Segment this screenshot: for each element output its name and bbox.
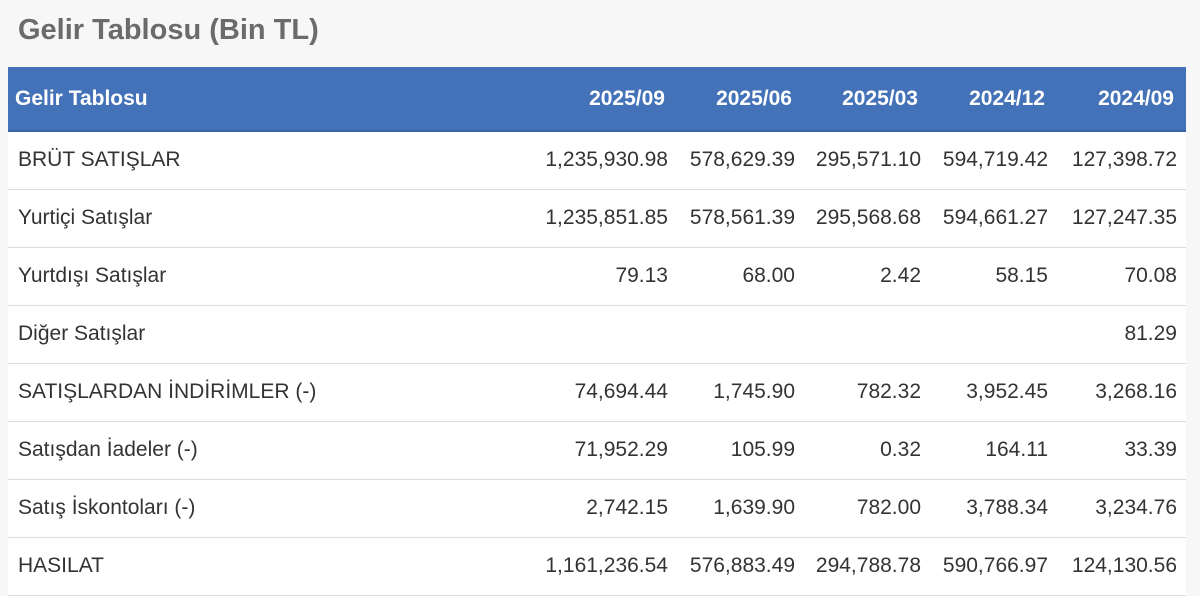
table-cell: 782.00 — [856, 496, 921, 519]
column-header-period[interactable]: 2024/12 — [930, 67, 1057, 132]
table-cell: 58.15 — [995, 264, 1048, 287]
column-header-label[interactable]: Gelir Tablosu — [8, 67, 520, 132]
table-cell: 594,719.42 — [942, 148, 1048, 172]
table-cell: 3,268.16 — [1095, 380, 1177, 403]
table-row: Satışdan İadeler (-) 71,952.29 105.99 0.… — [8, 421, 1186, 479]
table-cell — [520, 305, 677, 363]
column-header-period[interactable]: 2025/03 — [804, 67, 930, 132]
table-row: Diğer Satışlar 81.29 — [8, 305, 1186, 363]
row-label: Satışdan İadeler (-) — [18, 438, 198, 461]
table-cell: 3,788.34 — [966, 496, 1048, 519]
row-label: BRÜT SATIŞLAR — [18, 148, 181, 172]
table-cell: 295,568.68 — [815, 206, 921, 229]
table-cell: 3,234.76 — [1095, 496, 1177, 519]
table-cell: 294,788.78 — [815, 554, 921, 577]
table-cell — [930, 305, 1057, 363]
table-cell: 164.11 — [985, 438, 1048, 461]
table-cell — [677, 305, 804, 363]
table-cell: 590,766.97 — [942, 554, 1048, 577]
table-cell: 594,661.27 — [942, 206, 1048, 229]
table-cell: 127,247.35 — [1071, 206, 1177, 229]
table-row: Yurtdışı Satışlar 79.13 68.00 2.42 58.15… — [8, 247, 1186, 305]
column-header-period[interactable]: 2025/06 — [677, 67, 804, 132]
table-cell: 71,952.29 — [574, 438, 668, 461]
table-cell: 782.32 — [856, 380, 921, 403]
table-cell: 1,161,236.54 — [545, 554, 668, 577]
table-cell: 578,561.39 — [689, 206, 795, 229]
table-body: BRÜT SATIŞLAR 1,235,930.98 578,629.39 29… — [8, 131, 1186, 595]
page-title: Gelir Tablosu (Bin TL) — [18, 14, 319, 46]
table-cell: 74,694.44 — [574, 380, 668, 403]
row-label: Yurtdışı Satışlar — [18, 264, 167, 287]
row-label: Satış İskontoları (-) — [18, 496, 196, 519]
column-header-period[interactable]: 2024/09 — [1057, 67, 1186, 132]
row-label: SATIŞLARDAN İNDİRİMLER (-) — [18, 380, 317, 403]
table-row: SATIŞLARDAN İNDİRİMLER (-) 74,694.44 1,7… — [8, 363, 1186, 421]
table-cell — [804, 305, 930, 363]
table-cell: 127,398.72 — [1071, 148, 1177, 172]
table-cell: 295,571.10 — [815, 148, 921, 172]
table-row: HASILAT 1,161,236.54 576,883.49 294,788.… — [8, 537, 1186, 595]
income-statement-table-container: Gelir Tablosu 2025/09 2025/06 2025/03 20… — [8, 67, 1186, 596]
table-cell: 2,742.15 — [586, 496, 668, 519]
table-cell: 3,952.45 — [966, 380, 1048, 403]
table-cell: 79.13 — [615, 264, 668, 287]
table-cell: 33.39 — [1124, 438, 1177, 461]
table-cell: 105.99 — [730, 438, 795, 461]
table-cell: 1,235,851.85 — [545, 206, 668, 229]
table-row: Satış İskontoları (-) 2,742.15 1,639.90 … — [8, 479, 1186, 537]
table-cell: 68.00 — [742, 264, 795, 287]
income-statement-table: Gelir Tablosu 2025/09 2025/06 2025/03 20… — [8, 67, 1186, 596]
table-cell: 576,883.49 — [689, 554, 795, 577]
table-cell: 578,629.39 — [689, 148, 795, 172]
table-cell: 2.42 — [880, 264, 921, 287]
header-row: Gelir Tablosu 2025/09 2025/06 2025/03 20… — [8, 67, 1186, 132]
table-header: Gelir Tablosu 2025/09 2025/06 2025/03 20… — [8, 67, 1186, 132]
table-cell: 1,639.90 — [713, 496, 795, 519]
row-label: Yurtiçi Satışlar — [18, 206, 153, 229]
table-cell: 124,130.56 — [1071, 554, 1177, 577]
table-cell: 70.08 — [1124, 264, 1177, 287]
table-cell: 1,235,930.98 — [545, 148, 668, 172]
column-header-period[interactable]: 2025/09 — [520, 67, 677, 132]
table-row: Yurtiçi Satışlar 1,235,851.85 578,561.39… — [8, 189, 1186, 247]
table-cell: 81.29 — [1124, 322, 1177, 345]
row-label: HASILAT — [18, 554, 104, 577]
row-label: Diğer Satışlar — [18, 322, 146, 345]
table-cell: 0.32 — [880, 438, 921, 461]
table-row: BRÜT SATIŞLAR 1,235,930.98 578,629.39 29… — [8, 131, 1186, 189]
table-cell: 1,745.90 — [713, 380, 795, 403]
